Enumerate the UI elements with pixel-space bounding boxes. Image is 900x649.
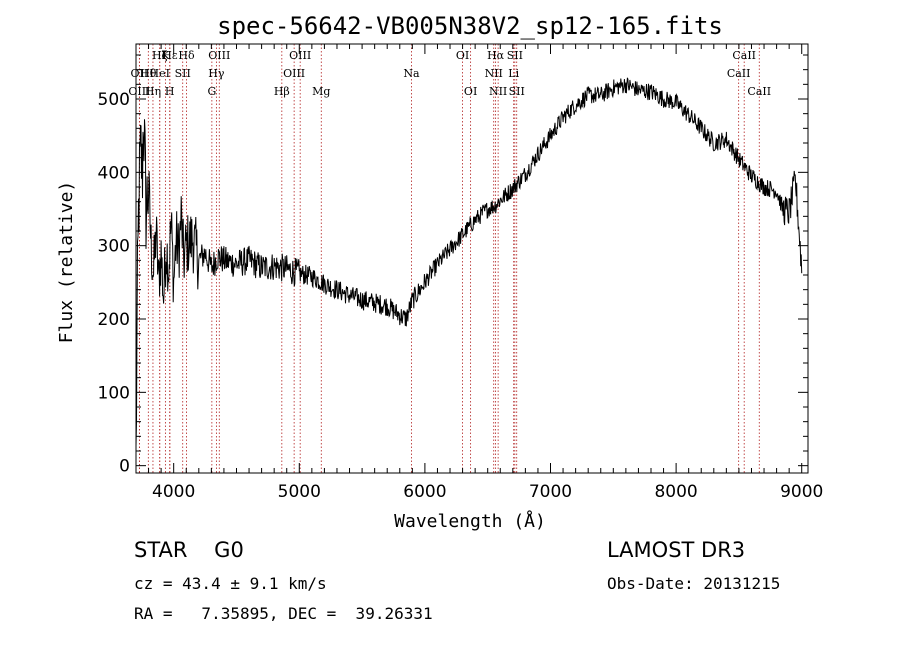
y-tick-label: 400: [98, 163, 130, 183]
spectral-line-label: Hβ: [274, 85, 290, 98]
redshift-line: cz = 43.4 ± 9.1 km/s: [134, 574, 327, 593]
spectral-line-label: NII: [485, 67, 503, 80]
flux-series-line: [135, 77, 803, 447]
spectral-line-label: K: [161, 49, 170, 62]
x-tick-label: 8000: [654, 482, 697, 502]
spectral-line-label: CaII: [727, 67, 751, 80]
spectral-line-label: G: [207, 85, 216, 98]
spectral-line-label: OIII: [289, 49, 311, 62]
y-tick-label: 0: [119, 457, 130, 477]
spectral-line-label: Hη: [145, 85, 161, 98]
spectral-line-label: CaII: [747, 85, 771, 98]
spectral-line-label: Hγ: [208, 67, 225, 80]
spectral-line-label: SII: [175, 67, 191, 80]
survey-name: LAMOST DR3: [607, 538, 746, 562]
ra-dec-line: RA = 7.35895, DEC = 39.26331: [134, 604, 433, 623]
x-axis-label: Wavelength (Å): [394, 510, 546, 532]
y-tick-label: 500: [98, 90, 130, 110]
spectral-lines: [138, 44, 760, 473]
spectral-line-label: H: [165, 85, 175, 98]
spectral-line-label: Hα: [487, 49, 505, 62]
plot-frame: [135, 43, 809, 474]
spectral-line-label: Li: [508, 67, 519, 80]
x-tick-label: 6000: [403, 482, 446, 502]
x-tick-label: 5000: [278, 482, 321, 502]
x-tick-label: 9000: [780, 482, 823, 502]
spectral-line-label: Hζ: [152, 49, 168, 62]
spectral-line-label: Mg: [312, 85, 330, 98]
x-tick-label: 7000: [529, 482, 572, 502]
spectral-line-label: NII: [489, 85, 507, 98]
spectral-line-label: HeI: [150, 67, 170, 80]
spectral-line-label: SII: [507, 49, 523, 62]
spectral-line-label: OI: [456, 49, 469, 62]
spectral-line-label: OIII: [283, 67, 305, 80]
spectral-line-label: SII: [509, 85, 525, 98]
obs-date: Obs-Date: 20131215: [607, 574, 781, 593]
spectral-line-label: CaII: [732, 49, 756, 62]
spectral-line-label: Hθ: [140, 67, 157, 80]
y-tick-label: 200: [98, 310, 130, 330]
y-tick-label: 100: [98, 383, 130, 403]
y-tick-label: 300: [98, 237, 130, 257]
spectral-line-label: OI: [464, 85, 477, 98]
y-axis-label: Flux (relative): [56, 181, 77, 344]
spectral-line-label: OIII: [128, 85, 150, 98]
x-tick-label: 4000: [152, 482, 195, 502]
spectral-line-label: OIII: [208, 49, 230, 62]
tick-labels: 4000 5000 6000 7000 8000 9000 0 100 200 300 400 500: [98, 90, 824, 502]
chart-title: spec-56642-VB005N38V2_sp12-165.fits: [217, 12, 723, 40]
axis-ticks: [136, 44, 808, 473]
spectral-line-label: Hδ: [178, 49, 195, 62]
spectral-line-label: OII: [131, 67, 149, 80]
spectral-line-label: Na: [403, 67, 420, 80]
object-class: STAR G0: [134, 538, 244, 562]
